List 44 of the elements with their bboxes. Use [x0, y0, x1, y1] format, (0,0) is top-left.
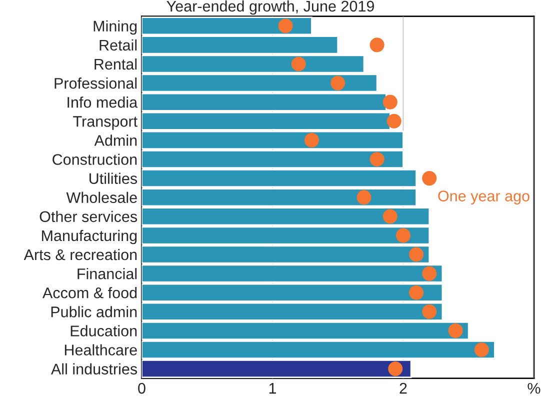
x-tick-label: 1	[269, 383, 276, 394]
point	[370, 38, 384, 52]
series-label: One year ago	[438, 190, 530, 204]
point	[370, 152, 384, 167]
y-tick-label: Transport	[73, 116, 138, 130]
y-tick-label: Professional	[54, 78, 137, 89]
point	[448, 323, 463, 338]
y-tick-label: Rental	[94, 58, 137, 70]
point	[278, 18, 293, 34]
point	[409, 285, 424, 300]
point	[422, 304, 437, 319]
y-tick-label: Mining	[94, 20, 137, 35]
y-tick-label: Admin	[94, 134, 137, 146]
y-tick-label: Healthcare	[64, 344, 137, 356]
y-tick-label: Education	[70, 325, 137, 336]
point	[422, 171, 437, 186]
x-tick-label: 2	[400, 382, 407, 394]
chart-title: Year-ended growth, June 2019	[166, 0, 374, 15]
point	[304, 132, 319, 148]
y-tick-label: All industries	[51, 363, 138, 374]
y-tick-label: Wholesale	[66, 192, 137, 204]
x-tick-label: %	[528, 382, 540, 394]
y-tick-label: Construction	[52, 154, 137, 165]
point	[386, 114, 402, 128]
point	[382, 209, 398, 224]
x-tick-label: 0	[138, 382, 146, 394]
point	[422, 266, 437, 281]
y-tick-label: Retail	[100, 39, 137, 51]
y-tick-label: Accom & food	[42, 287, 137, 298]
y-tick-label: Public admin	[51, 306, 137, 318]
point	[396, 228, 411, 243]
point	[291, 56, 306, 72]
point	[356, 190, 372, 205]
point	[330, 76, 346, 90]
point	[474, 342, 489, 358]
y-tick-label: Financial	[78, 268, 137, 280]
y-tick-label: Manufacturing	[42, 230, 137, 244]
point	[388, 362, 403, 376]
point	[382, 94, 398, 110]
point	[409, 247, 424, 262]
y-tick-label: Info media	[68, 96, 138, 108]
y-tick-label: Utilities	[90, 172, 138, 184]
y-tick-label: Arts & recreation	[24, 248, 137, 260]
y-tick-label: Other services	[40, 210, 138, 222]
